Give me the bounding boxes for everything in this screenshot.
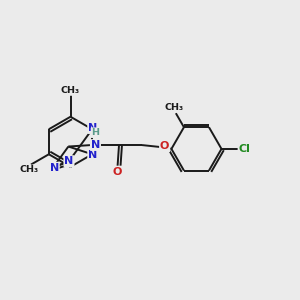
Text: CH₃: CH₃ [165,103,184,112]
Text: Cl: Cl [238,144,250,154]
Text: CH₃: CH₃ [20,165,39,174]
Text: N: N [88,123,98,133]
Text: CH₃: CH₃ [61,86,80,95]
Text: N: N [50,163,59,173]
Text: O: O [160,141,169,151]
Text: N: N [64,156,74,166]
Text: O: O [113,167,122,177]
Text: H: H [92,128,100,137]
Text: N: N [91,140,100,150]
Text: N: N [88,150,98,161]
